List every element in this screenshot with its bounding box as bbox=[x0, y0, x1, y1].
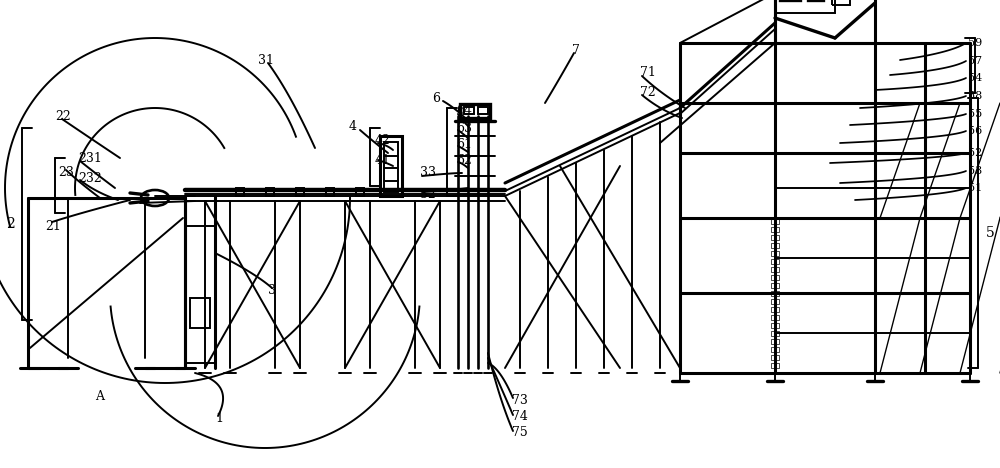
Bar bbox=[356, 188, 364, 196]
Bar bbox=[771, 299, 779, 304]
Text: 1: 1 bbox=[215, 411, 223, 424]
Text: 57: 57 bbox=[968, 56, 982, 66]
Text: 72: 72 bbox=[640, 87, 656, 100]
Bar bbox=[771, 291, 779, 296]
Bar bbox=[771, 331, 779, 336]
Bar bbox=[384, 142, 398, 192]
Bar bbox=[478, 107, 488, 114]
Text: 73: 73 bbox=[512, 394, 528, 407]
Bar bbox=[771, 259, 779, 264]
Bar bbox=[460, 104, 490, 118]
Text: A: A bbox=[96, 389, 104, 402]
Text: 2: 2 bbox=[6, 217, 14, 231]
Text: 4: 4 bbox=[349, 119, 357, 132]
Bar bbox=[771, 283, 779, 288]
Text: 62: 62 bbox=[456, 154, 472, 168]
Text: 21: 21 bbox=[45, 219, 61, 233]
Bar bbox=[771, 339, 779, 344]
Bar bbox=[771, 267, 779, 272]
Text: 22: 22 bbox=[55, 110, 71, 123]
Bar bbox=[771, 235, 779, 240]
Text: 51: 51 bbox=[968, 183, 982, 193]
Text: 64: 64 bbox=[456, 104, 472, 117]
Text: 61: 61 bbox=[456, 139, 472, 152]
Text: 5: 5 bbox=[986, 226, 994, 240]
Bar bbox=[771, 307, 779, 312]
Bar bbox=[771, 347, 779, 352]
Text: 23: 23 bbox=[58, 167, 74, 180]
Text: 33: 33 bbox=[420, 167, 436, 180]
Bar bbox=[326, 188, 334, 196]
Bar bbox=[464, 107, 474, 114]
Text: 7: 7 bbox=[572, 44, 580, 57]
Text: 59: 59 bbox=[968, 38, 982, 48]
Bar bbox=[236, 188, 244, 196]
Bar bbox=[380, 136, 402, 196]
Bar bbox=[190, 298, 210, 328]
Text: 53: 53 bbox=[968, 166, 982, 176]
Bar bbox=[832, 0, 850, 5]
Text: 32: 32 bbox=[420, 188, 436, 200]
Text: 56: 56 bbox=[968, 126, 982, 136]
Text: 71: 71 bbox=[640, 66, 656, 80]
Text: 232: 232 bbox=[78, 171, 102, 184]
Bar bbox=[771, 227, 779, 232]
Text: 3: 3 bbox=[268, 284, 276, 297]
Text: 63: 63 bbox=[456, 122, 472, 134]
Bar bbox=[775, 0, 875, 43]
Bar bbox=[771, 243, 779, 248]
Text: 55: 55 bbox=[968, 109, 982, 119]
Text: 6: 6 bbox=[432, 92, 440, 104]
Bar bbox=[771, 219, 779, 224]
Bar bbox=[771, 315, 779, 320]
Bar bbox=[771, 355, 779, 360]
Bar bbox=[771, 323, 779, 328]
Text: 42: 42 bbox=[375, 134, 391, 147]
Bar bbox=[771, 275, 779, 280]
Text: 52: 52 bbox=[968, 148, 982, 158]
Text: 75: 75 bbox=[512, 425, 528, 439]
Text: 74: 74 bbox=[512, 410, 528, 423]
Bar bbox=[771, 363, 779, 368]
Bar bbox=[771, 251, 779, 256]
Text: 58: 58 bbox=[968, 91, 982, 101]
Text: 41: 41 bbox=[375, 154, 391, 168]
Bar bbox=[266, 188, 274, 196]
Text: 54: 54 bbox=[968, 73, 982, 83]
Bar bbox=[775, 0, 835, 13]
Text: 31: 31 bbox=[258, 53, 274, 66]
Bar bbox=[296, 188, 304, 196]
Text: 231: 231 bbox=[78, 152, 102, 164]
